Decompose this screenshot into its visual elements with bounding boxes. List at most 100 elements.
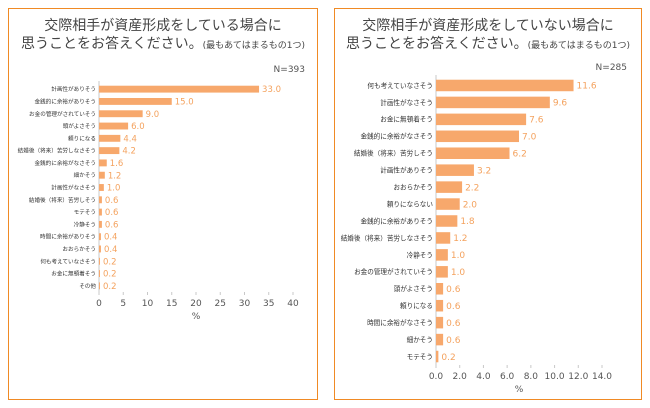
data-label: 1.0 [451,268,466,278]
x-tick-label: 4.0 [476,372,491,382]
bar [436,147,510,159]
data-label: 0.6 [105,220,119,230]
bar [436,283,444,295]
x-tick-label: 10.0 [545,372,565,382]
data-label: 4.2 [122,147,136,157]
chart-title-note: (最もあてはまるもの1つ) [527,41,630,51]
bar [436,79,574,92]
category-label: 計画性がなさそう [380,98,433,107]
category-label: 時間に余裕がなさそう [367,318,433,327]
bar [436,316,444,329]
x-axis-label: % [515,385,524,395]
data-label: 4.4 [123,134,137,144]
bar [436,266,448,278]
data-label: 0.4 [104,233,118,243]
x-tick-label: 0.0 [429,372,444,382]
bar [436,181,463,193]
data-label: 1.2 [108,171,122,181]
data-label: 9.6 [553,99,568,109]
category-label: 結婚後（将来）苦労しなさそう [18,147,96,155]
bar [436,130,519,143]
category-label: 頼りにならない [387,200,434,208]
data-label: 0.2 [103,270,117,280]
data-label: 3.2 [477,166,491,176]
category-label: 何も考えていなさそう [40,257,96,265]
x-tick-label: 30 [239,299,251,309]
chart-panel-right: 交際相手が資産形成をしていない場合に 思うことをお答えください。(最もあてはまる… [334,8,642,400]
data-label: 0.2 [103,257,117,267]
category-label: お金の管理がされていそう [354,267,433,276]
bar [99,208,102,216]
bar [99,159,107,167]
data-label: 1.6 [110,159,124,169]
bar [99,147,120,155]
category-label: お金に無頓着そう [380,115,433,124]
x-tick-label: 15 [166,299,177,309]
data-label: 7.0 [522,133,537,143]
category-label: 冷静そう [407,250,433,259]
data-label: 0.6 [446,302,461,312]
category-label: 金銭的に余裕がありそう [360,216,433,225]
category-label: 頭がよさそう [394,284,433,293]
chart-title: 交際相手が資産形成をしている場合に 思うことをお答えください。(最もあてはまるも… [9,17,317,55]
bar [99,196,102,204]
data-label: 1.2 [453,234,467,244]
x-tick-label: 5 [120,299,126,309]
bar [436,299,444,312]
data-label: 1.0 [451,251,466,261]
bar [99,122,129,130]
data-label: 0.6 [446,336,461,346]
data-label: 11.6 [577,82,597,92]
category-label: 結婚後（将来）苦労しそう [354,149,433,158]
category-label: 計画性がなさそう [51,184,96,192]
bar [99,110,143,118]
bar [99,257,100,265]
bar [436,350,439,363]
category-label: その他 [79,282,96,290]
data-label: 0.2 [103,282,117,292]
bar [99,270,100,278]
bar [99,184,104,191]
data-label: 0.6 [105,196,119,206]
x-tick-label: 2.0 [453,372,468,382]
category-label: 冷静そう [74,220,96,228]
bar [436,249,448,261]
bar [436,232,451,244]
bar [436,198,460,210]
category-label: 何も考えていなさそう [367,81,433,90]
category-label: モテそう [407,353,433,361]
bar [436,96,550,109]
x-tick-label: 40 [287,299,299,309]
category-label: 細かそう [407,335,433,344]
category-label: おおらかそう [62,246,96,253]
data-label: 15.0 [175,98,194,108]
data-label: 6.2 [513,149,527,159]
category-label: 結婚後（将来）苦労しなさそう [341,233,433,242]
bar [99,245,101,253]
sample-size-label: N=393 [273,65,305,75]
x-tick-label: 0 [96,299,102,309]
data-label: 0.2 [441,353,455,363]
bar [99,220,102,228]
data-label: 0.4 [104,245,118,255]
data-label: 1.8 [460,217,475,227]
category-label: 計画性がありそう [380,166,433,175]
bar [436,164,474,176]
bar [99,97,172,105]
x-tick-label: 35 [263,299,274,309]
data-label: 1.0 [107,184,121,194]
chart-title-note: (最もあてはまるもの1つ) [202,41,305,51]
data-label: 0.6 [446,319,461,329]
category-label: 金銭的に余裕がありそう [34,97,96,105]
category-label: 細かそう [74,171,96,179]
bar [99,134,121,142]
chart-title-line2: 思うことをお答えください。 [346,36,528,52]
x-tick-label: 8.0 [524,372,539,382]
category-label: 結婚後（将来）苦労しそう [29,196,96,204]
category-label: お金に無頓着そう [51,270,96,278]
x-tick-label: 12.0 [568,372,588,382]
data-label: 0.6 [446,285,461,295]
data-label: 2.2 [465,183,479,193]
x-tick-label: 6.0 [500,372,515,382]
chart-title-line2: 思うことをお答えください。 [21,36,203,52]
